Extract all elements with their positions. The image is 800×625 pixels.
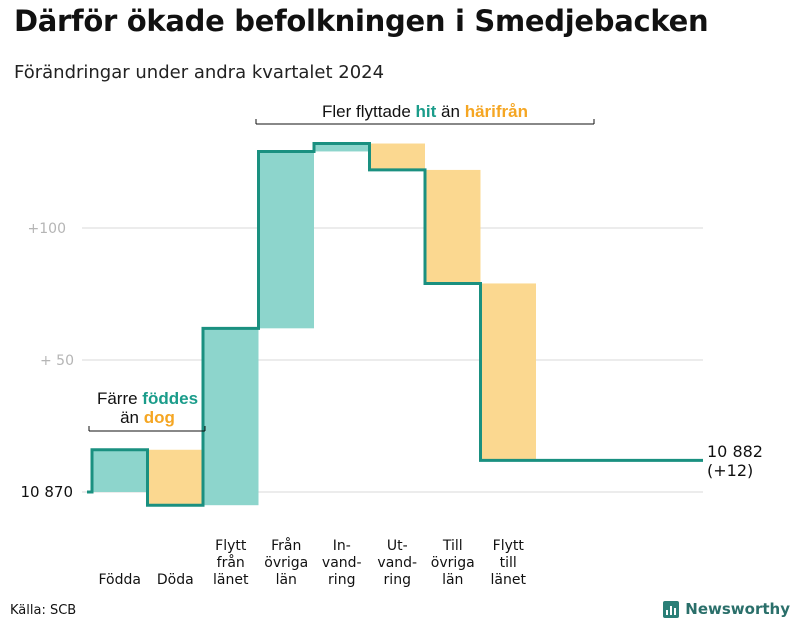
x-label-8-line-2: till (500, 555, 517, 571)
x-label-5-line-1: In- (333, 538, 351, 554)
x-label-6-line-3: ring (384, 572, 411, 588)
x-label-7-line-2: övriga (431, 555, 475, 571)
x-label-4-line-1: Från (271, 537, 301, 554)
end-change-label: (+12) (707, 461, 753, 480)
x-label-5-line-2: vand- (322, 555, 362, 571)
baseline-label: 10 870 (21, 483, 74, 501)
bars (92, 143, 536, 506)
moves-ann-out-word: härifrån (465, 102, 528, 121)
x-label-1-line-1: Födda (99, 572, 141, 588)
x-label-7-line-3: län (442, 572, 463, 588)
moves-bracket (255, 119, 595, 125)
x-label-2-line-1: Döda (157, 572, 194, 588)
x-label-8-line-3: länet (491, 572, 527, 588)
chart-title: Därför ökade befolkningen i Smedjebacken (14, 4, 709, 38)
svg-text:Fler flyttade hit än härifrån: Fler flyttade hit än härifrån (322, 102, 528, 121)
newsworthy-logo[interactable]: Newsworthy (663, 600, 790, 618)
x-label-4-line-3: län (276, 572, 297, 588)
x-label-7-line-1: Till (442, 538, 463, 554)
bar-8 (480, 283, 536, 461)
bar-5 (314, 143, 370, 152)
x-label-3-line-1: Flytt (215, 538, 247, 554)
births-annotation: Färre föddes än dog (88, 389, 206, 432)
x-label-4-line-2: övriga (264, 555, 308, 571)
source-note: Källa: SCB (10, 603, 77, 618)
ytick-label-100: +100 (28, 221, 66, 237)
moves-ann-in-word: hit (416, 102, 437, 121)
end-label: 10 882 (+12) (707, 442, 763, 480)
x-label-6-line-2: vand- (377, 555, 417, 571)
bar-1 (92, 449, 148, 492)
bar-chart-icon (663, 600, 680, 618)
births-ann-highlight-1: föddes (142, 389, 198, 408)
x-axis-labels: Födda DödaFlyttfrånlänetFrånövrigalänIn-v… (99, 537, 527, 588)
births-ann-text-1: Färre (97, 389, 142, 408)
cumulative-step-line (87, 142, 703, 507)
x-label-3-line-2: från (217, 554, 245, 571)
logo-text: Newsworthy (685, 600, 790, 618)
svg-text:än dog: än dog (120, 408, 175, 427)
bar-6 (369, 143, 425, 170)
bar-2 (147, 449, 203, 506)
end-value-label: 10 882 (707, 442, 763, 461)
bar-7 (425, 169, 481, 284)
bar-4 (258, 151, 314, 329)
ytick-label-50: + 50 (40, 353, 74, 369)
x-label-3-line-3: länet (213, 572, 249, 588)
x-label-8-line-1: Flytt (493, 538, 525, 554)
moves-ann-prefix: Fler flyttade (322, 102, 416, 121)
births-bracket (88, 426, 206, 432)
chart-subtitle: Förändringar under andra kvartalet 2024 (14, 62, 385, 83)
x-label-5-line-3: ring (328, 572, 355, 588)
moves-annotation: Fler flyttade hit än härifrån (255, 102, 595, 125)
moves-ann-middle: än (436, 102, 464, 121)
y-axis: +100 + 50 10 870 (21, 221, 75, 501)
births-ann-highlight-2: dog (144, 408, 175, 427)
births-ann-text-2: än (120, 408, 144, 427)
bar-3 (203, 328, 259, 506)
x-label-6-line-1: Ut- (387, 538, 408, 554)
svg-text:Färre föddes: Färre föddes (97, 389, 198, 408)
